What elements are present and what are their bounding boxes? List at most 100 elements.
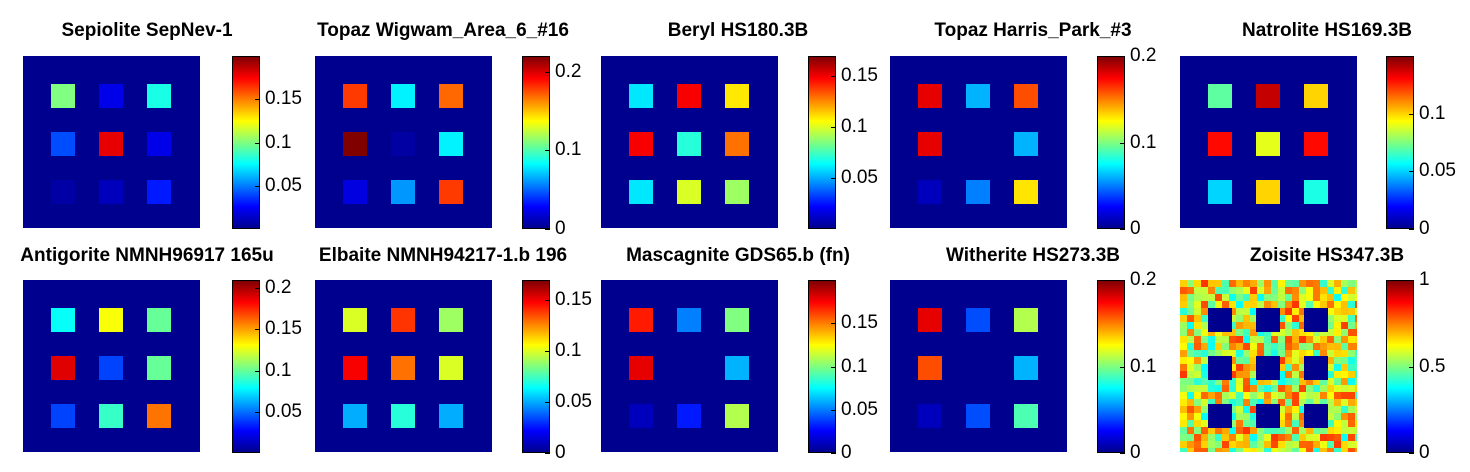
grid-patch bbox=[1256, 180, 1280, 204]
noise-cell bbox=[1243, 350, 1250, 357]
noise-cell bbox=[1341, 315, 1348, 322]
colorbar-tick-label: 0 bbox=[1419, 442, 1430, 463]
noise-cell bbox=[1215, 294, 1222, 301]
noise-cell bbox=[1194, 350, 1201, 357]
noise-cell bbox=[1271, 399, 1278, 406]
noise-cell bbox=[1201, 413, 1208, 420]
noise-cell bbox=[1320, 392, 1327, 399]
noise-cell bbox=[1180, 322, 1187, 329]
grid-patch bbox=[1014, 404, 1038, 428]
noise-cell bbox=[1299, 343, 1306, 350]
noise-cell bbox=[1187, 406, 1194, 413]
noise-cell bbox=[1348, 301, 1355, 308]
noise-cell bbox=[1327, 315, 1334, 322]
noise-cell bbox=[1194, 392, 1201, 399]
noise-cell bbox=[1320, 336, 1327, 343]
noise-cell bbox=[1236, 329, 1243, 336]
noise-cell bbox=[1264, 287, 1271, 294]
noise-cell bbox=[1299, 287, 1306, 294]
colorbar-tick-mark bbox=[255, 288, 260, 289]
heatmap-image bbox=[23, 280, 200, 452]
noise-cell bbox=[1292, 448, 1299, 452]
noise-cell bbox=[1201, 420, 1208, 427]
noise-cell bbox=[1250, 420, 1257, 427]
noise-cell bbox=[1299, 420, 1306, 427]
noise-cell bbox=[1320, 294, 1327, 301]
noise-cell bbox=[1194, 336, 1201, 343]
noise-cell bbox=[1250, 371, 1257, 378]
noise-cell bbox=[1271, 427, 1278, 434]
noise-cell bbox=[1194, 441, 1201, 448]
noise-cell bbox=[1348, 308, 1355, 315]
grid-patch bbox=[99, 308, 123, 332]
noise-cell bbox=[1208, 301, 1215, 308]
noise-cell bbox=[1341, 448, 1348, 452]
noise-cell bbox=[1327, 427, 1334, 434]
noise-cell bbox=[1201, 357, 1208, 364]
noise-cell bbox=[1201, 329, 1208, 336]
noise-cell bbox=[1250, 343, 1257, 350]
grid-patch bbox=[1014, 180, 1038, 204]
grid-patch bbox=[1208, 84, 1232, 108]
noise-cell bbox=[1299, 329, 1306, 336]
noise-cell bbox=[1306, 329, 1313, 336]
noise-cell bbox=[1348, 350, 1355, 357]
grid-patch bbox=[725, 84, 749, 108]
colorbar-tick-mark bbox=[255, 186, 260, 187]
noise-cell bbox=[1299, 357, 1306, 364]
grid-patch bbox=[99, 132, 123, 156]
noise-cell bbox=[1250, 434, 1257, 441]
noise-cell bbox=[1215, 441, 1222, 448]
noise-cell bbox=[1187, 315, 1194, 322]
noise-cell bbox=[1187, 420, 1194, 427]
grid-patch bbox=[1304, 308, 1328, 332]
noise-cell bbox=[1348, 448, 1355, 452]
colorbar-tick-mark bbox=[1409, 280, 1414, 281]
noise-cell bbox=[1271, 441, 1278, 448]
noise-cell bbox=[1278, 413, 1285, 420]
grid-patch bbox=[1256, 132, 1280, 156]
noise-cell bbox=[1229, 427, 1236, 434]
noise-cell bbox=[1313, 385, 1320, 392]
noise-cell bbox=[1334, 343, 1341, 350]
heatmap-image bbox=[315, 280, 492, 452]
noise-cell bbox=[1243, 378, 1250, 385]
noise-cell bbox=[1299, 378, 1306, 385]
noise-cell bbox=[1278, 420, 1285, 427]
noise-cell bbox=[1348, 287, 1355, 294]
noise-cell bbox=[1201, 392, 1208, 399]
noise-cell bbox=[1327, 378, 1334, 385]
noise-cell bbox=[1229, 357, 1236, 364]
colorbar-tick-mark bbox=[831, 323, 836, 324]
noise-cell bbox=[1348, 413, 1355, 420]
noise-cell bbox=[1327, 350, 1334, 357]
noise-cell bbox=[1299, 315, 1306, 322]
noise-cell bbox=[1292, 413, 1299, 420]
noise-cell bbox=[1292, 308, 1299, 315]
grid-patch bbox=[1014, 84, 1038, 108]
colorbar-tick-mark bbox=[1120, 280, 1125, 281]
noise-cell bbox=[1194, 371, 1201, 378]
noise-cell bbox=[1243, 441, 1250, 448]
noise-cell bbox=[1278, 280, 1285, 287]
colorbar bbox=[522, 280, 550, 453]
noise-cell bbox=[1264, 392, 1271, 399]
noise-cell bbox=[1194, 448, 1201, 452]
noise-cell bbox=[1334, 413, 1341, 420]
noise-cell bbox=[1201, 371, 1208, 378]
noise-cell bbox=[1264, 399, 1271, 406]
noise-cell bbox=[1341, 294, 1348, 301]
noise-cell bbox=[1250, 301, 1257, 308]
noise-cell bbox=[1187, 399, 1194, 406]
noise-cell bbox=[1285, 399, 1292, 406]
noise-cell bbox=[1229, 385, 1236, 392]
grid-patch bbox=[51, 356, 75, 380]
noise-cell bbox=[1229, 378, 1236, 385]
noise-cell bbox=[1264, 301, 1271, 308]
noise-cell bbox=[1208, 287, 1215, 294]
noise-cell bbox=[1320, 441, 1327, 448]
noise-cell bbox=[1285, 308, 1292, 315]
noise-cell bbox=[1208, 343, 1215, 350]
grid-patch bbox=[1256, 404, 1280, 428]
noise-cell bbox=[1348, 329, 1355, 336]
